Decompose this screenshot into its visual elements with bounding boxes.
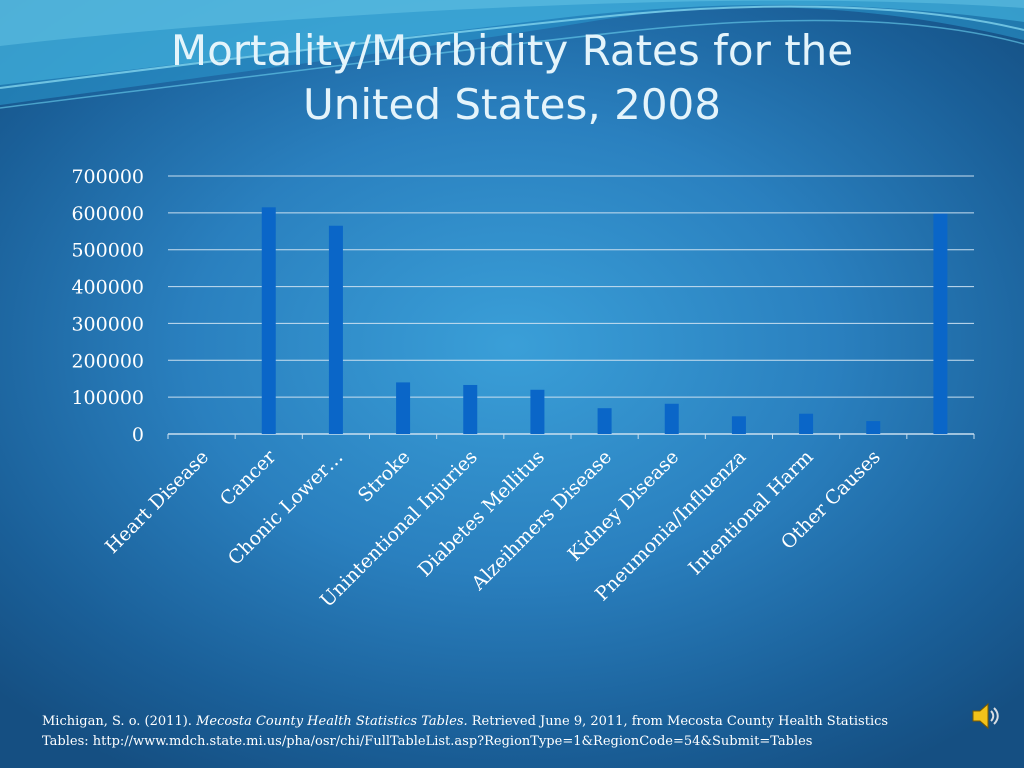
x-tick-label: Diabetes Mellitus <box>414 446 549 581</box>
bar <box>933 213 948 434</box>
y-tick-label: 400000 <box>71 277 144 299</box>
y-tick-label: 0 <box>132 424 144 446</box>
header-wave-decoration <box>0 0 1024 109</box>
x-tick-label: Stroke <box>354 446 415 507</box>
citation-line-1: Michigan, S. o. (2011). Mecosta County H… <box>42 712 972 732</box>
speaker-icon[interactable] <box>970 700 1004 732</box>
x-tick-label: Intentional Harm <box>684 446 817 579</box>
citation-author: Michigan, S. o. (2011). <box>42 714 197 729</box>
x-tick-label: Chonic Lower… <box>224 446 348 570</box>
citation-line-2: Tables: http://www.mdch.state.mi.us/pha/… <box>42 734 813 749</box>
y-tick-label: 300000 <box>71 313 144 335</box>
y-tick-label: 700000 <box>71 166 144 188</box>
bar <box>799 413 814 434</box>
y-tick-label: 100000 <box>71 387 144 409</box>
title-line-1: Mortality/Morbidity Rates for the <box>170 26 854 75</box>
x-tick-label: Heart Disease <box>101 446 213 558</box>
bar <box>664 403 679 434</box>
bar <box>530 389 545 434</box>
y-tick-label: 200000 <box>71 350 144 372</box>
title-line-2: United States, 2008 <box>303 80 721 129</box>
y-tick-label: 600000 <box>71 203 144 225</box>
y-tick-label: 500000 <box>71 240 144 262</box>
citation-retrieved: Retrieved June 9, 2011, from Mecosta Cou… <box>467 714 889 729</box>
bar <box>396 382 411 434</box>
x-tick-label: Cancer <box>216 445 281 510</box>
citation-work-title: Mecosta County Health Statistics Tables. <box>196 714 468 729</box>
bar <box>731 416 746 434</box>
bar <box>463 384 478 434</box>
bar <box>261 207 276 434</box>
bar <box>866 421 881 434</box>
citation: Michigan, S. o. (2011). Mecosta County H… <box>42 712 972 752</box>
bar <box>328 225 343 434</box>
slide-title: Mortality/Morbidity Rates for the United… <box>60 24 964 132</box>
bar <box>597 408 612 434</box>
bar-chart: 0 100000 200000 300000 400000 500000 600000 700… <box>71 166 975 581</box>
